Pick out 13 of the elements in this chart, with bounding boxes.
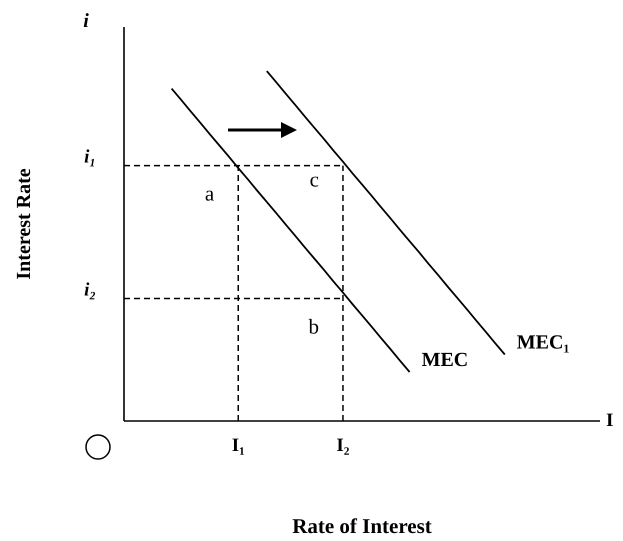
ref-line-label: i₁	[84, 146, 96, 168]
series-label: MEC₁	[516, 332, 570, 354]
annotation: b	[308, 314, 319, 339]
ref-line-label: i₂	[84, 280, 96, 301]
text: i	[83, 10, 90, 32]
annotation: c	[310, 168, 319, 192]
text: I	[606, 410, 614, 431]
x-tick-label: I₂	[336, 435, 350, 456]
x-axis-title: Rate of Interest	[292, 514, 432, 538]
y-axis-title: Interest Rate	[13, 168, 35, 280]
annotation: a	[204, 182, 215, 206]
series-label: MEC	[422, 349, 468, 372]
x-tick-label: I₁	[232, 435, 245, 456]
